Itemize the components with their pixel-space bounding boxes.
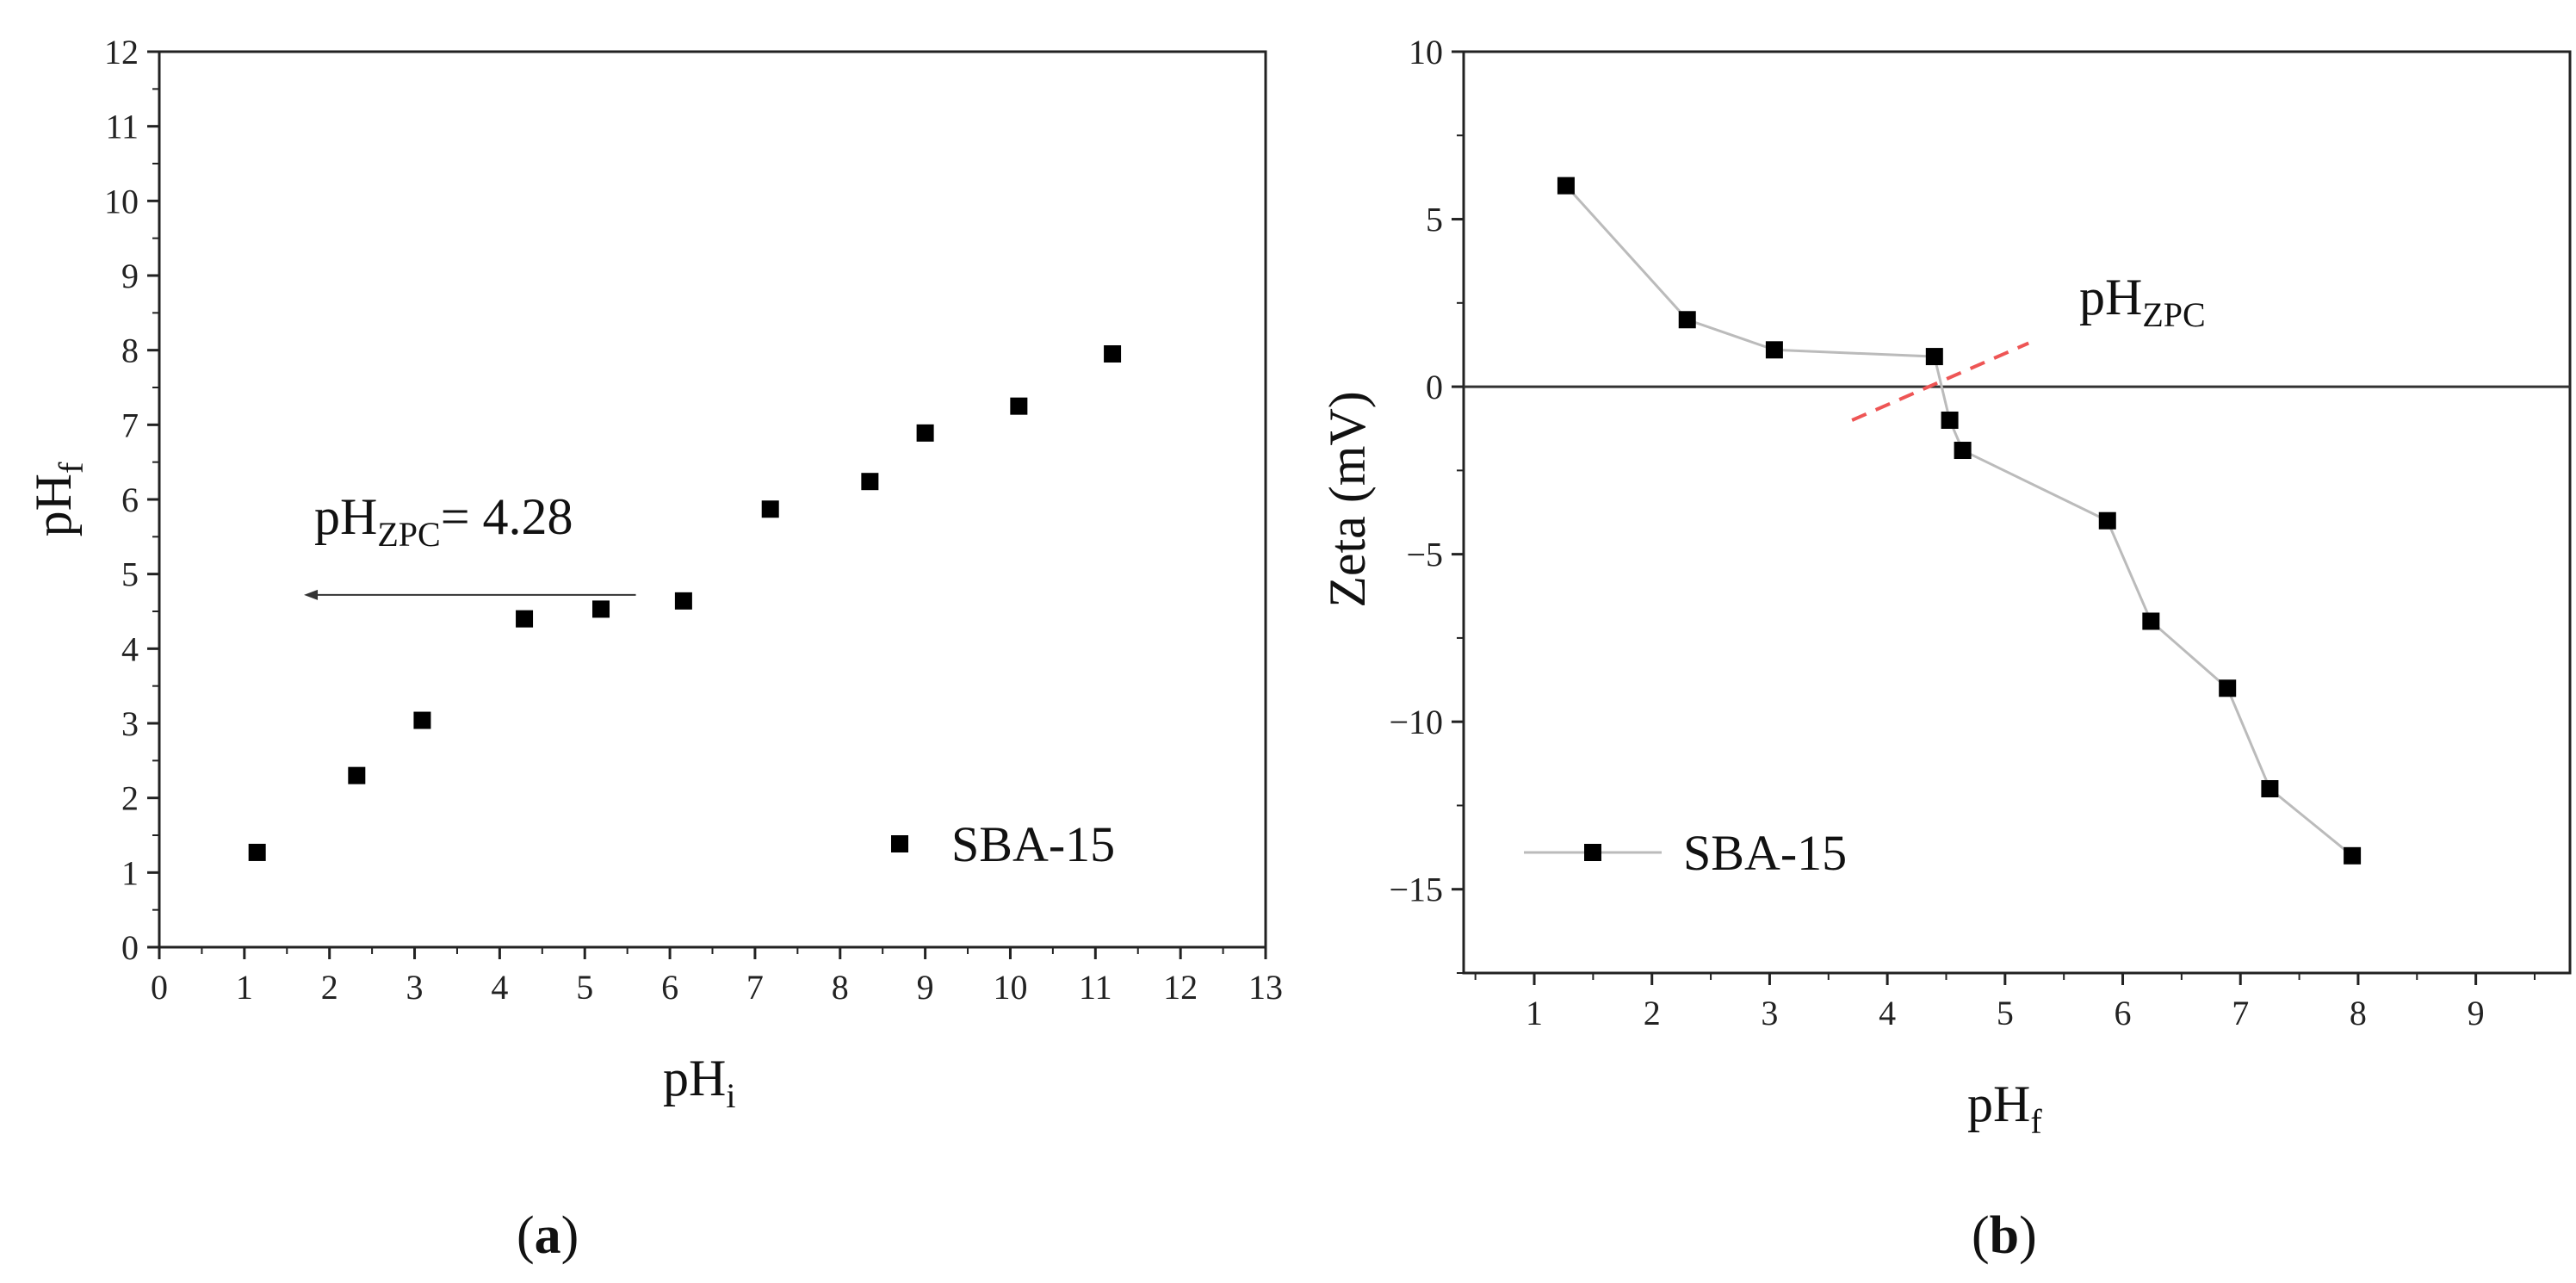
chart-b-point xyxy=(1765,341,1783,359)
chart-a-ytick-label: 4 xyxy=(121,629,139,668)
chart-b-ytick-label: −5 xyxy=(1406,536,1443,574)
chart-b: 1 2 3 4 5 6 7 8 9 10 5 0 −5 −10 −15 pHf Zeta (mV) pHZP… xyxy=(1319,33,2572,1265)
chart-a-point xyxy=(348,766,366,784)
chart-b-point xyxy=(1954,442,1972,460)
chart-b-xlabel: pHf xyxy=(1967,1075,2042,1141)
chart-a-points xyxy=(248,345,1122,861)
chart-a-xtick-label: 12 xyxy=(1163,968,1198,1007)
chart-a-point xyxy=(516,610,534,628)
chart-b-zpc-annotation: pHZPC xyxy=(2079,269,2206,334)
chart-a-zpc-arrow xyxy=(304,589,636,600)
chart-b-xtick-label: 2 xyxy=(1644,994,1661,1032)
chart-b-point xyxy=(2219,679,2237,697)
chart-a-point xyxy=(248,843,266,861)
chart-b-point xyxy=(2261,780,2279,797)
chart-a-ytick-label: 12 xyxy=(104,33,139,71)
chart-a-ytick-label: 5 xyxy=(121,555,139,594)
chart-b-point xyxy=(1557,177,1575,195)
chart-a-legend-marker xyxy=(891,835,908,852)
chart-a-point xyxy=(592,600,610,618)
chart-b-points xyxy=(1557,177,2362,865)
chart-b-point xyxy=(1678,311,1696,329)
chart-b-xtick-label: 5 xyxy=(1997,994,2014,1032)
chart-a-zpc-annotation: pHZPC= 4.28 xyxy=(314,488,573,554)
chart-b-ytick-label: −15 xyxy=(1389,871,1443,909)
chart-a-point xyxy=(413,711,431,729)
chart-b-series-line xyxy=(1564,184,2354,857)
chart-b-ytick-label: 10 xyxy=(1409,33,1443,71)
chart-b-xtick-label: 8 xyxy=(2350,994,2367,1032)
chart-b-xtick-label: 7 xyxy=(2232,994,2249,1032)
chart-a-panel-label: (a) xyxy=(517,1206,579,1265)
chart-a-xtick-label: 2 xyxy=(321,968,338,1007)
chart-a-xtick-label: 3 xyxy=(406,968,424,1007)
chart-a-xtick-label: 10 xyxy=(993,968,1027,1007)
chart-a-xtick-label: 11 xyxy=(1079,968,1112,1007)
chart-a-ytick-label: 11 xyxy=(105,108,139,146)
chart-a-point xyxy=(861,473,879,491)
chart-a-ytick-label: 10 xyxy=(104,182,139,220)
chart-b-frame xyxy=(1462,50,2572,975)
chart-a-legend-label: SBA-15 xyxy=(951,816,1115,872)
chart-b-xtick-label: 1 xyxy=(1526,994,1543,1032)
chart-b-legend-label: SBA-15 xyxy=(1683,825,1847,881)
chart-b-panel-label: (b) xyxy=(1972,1206,2037,1265)
chart-b-xtick-label: 9 xyxy=(2468,994,2485,1032)
chart-b-point xyxy=(1925,348,1943,366)
chart-a-ytick-label: 8 xyxy=(121,332,139,370)
chart-b-xtick-label: 6 xyxy=(2115,994,2132,1032)
chart-a-point xyxy=(916,424,934,442)
chart-a-xtick-label: 1 xyxy=(236,968,253,1007)
chart-a-xlabel: pHi xyxy=(663,1050,735,1115)
chart-b-point xyxy=(2098,511,2116,530)
chart-a-xtick-label: 0 xyxy=(151,968,168,1007)
chart-a-ytick-label: 2 xyxy=(121,779,139,818)
chart-a-xtick-label: 9 xyxy=(917,968,934,1007)
chart-b-ytick-label: 0 xyxy=(1426,368,1443,406)
chart-a-xtick-label: 8 xyxy=(832,968,849,1007)
chart-b-legend-marker xyxy=(1584,844,1601,861)
chart-b-point xyxy=(1941,412,1959,429)
chart-a-ytick-label: 1 xyxy=(121,853,139,892)
chart-a-ytick-label: 3 xyxy=(121,704,139,743)
chart-a-ylabel: pHf xyxy=(25,462,90,536)
chart-a-point xyxy=(674,592,692,610)
chart-a-ytick-label: 0 xyxy=(121,928,139,967)
chart-b-xtick-label: 4 xyxy=(1879,994,1896,1032)
chart-a-point xyxy=(761,500,779,518)
chart-b-xtick-label: 3 xyxy=(1761,994,1778,1032)
chart-a-xtick-label: 13 xyxy=(1248,968,1283,1007)
chart-a-xtick-label: 4 xyxy=(491,968,508,1007)
chart-b-ylabel: Zeta (mV) xyxy=(1319,391,1376,608)
chart-a-xtick-label: 5 xyxy=(576,968,593,1007)
chart-b-point xyxy=(2142,612,2160,630)
chart-b-ticks: 1 2 3 4 5 6 7 8 9 10 5 0 −5 −10 −15 xyxy=(1389,33,2536,1032)
chart-a-ytick-label: 6 xyxy=(121,480,139,519)
chart-a-ytick-label: 7 xyxy=(121,406,139,444)
chart-a-arrow-head xyxy=(304,589,319,600)
chart-a-xtick-label: 7 xyxy=(746,968,764,1007)
chart-a-ytick-label: 9 xyxy=(121,257,139,295)
chart-a-point xyxy=(1104,345,1122,363)
chart-b-point xyxy=(2344,846,2362,865)
chart-b-zpc-dash-line xyxy=(1851,341,2029,422)
chart-a-xtick-label: 6 xyxy=(661,968,678,1007)
chart-b-ytick-label: −10 xyxy=(1389,703,1443,741)
chart-a-point xyxy=(1010,397,1028,415)
chart-b-ytick-label: 5 xyxy=(1426,201,1443,239)
